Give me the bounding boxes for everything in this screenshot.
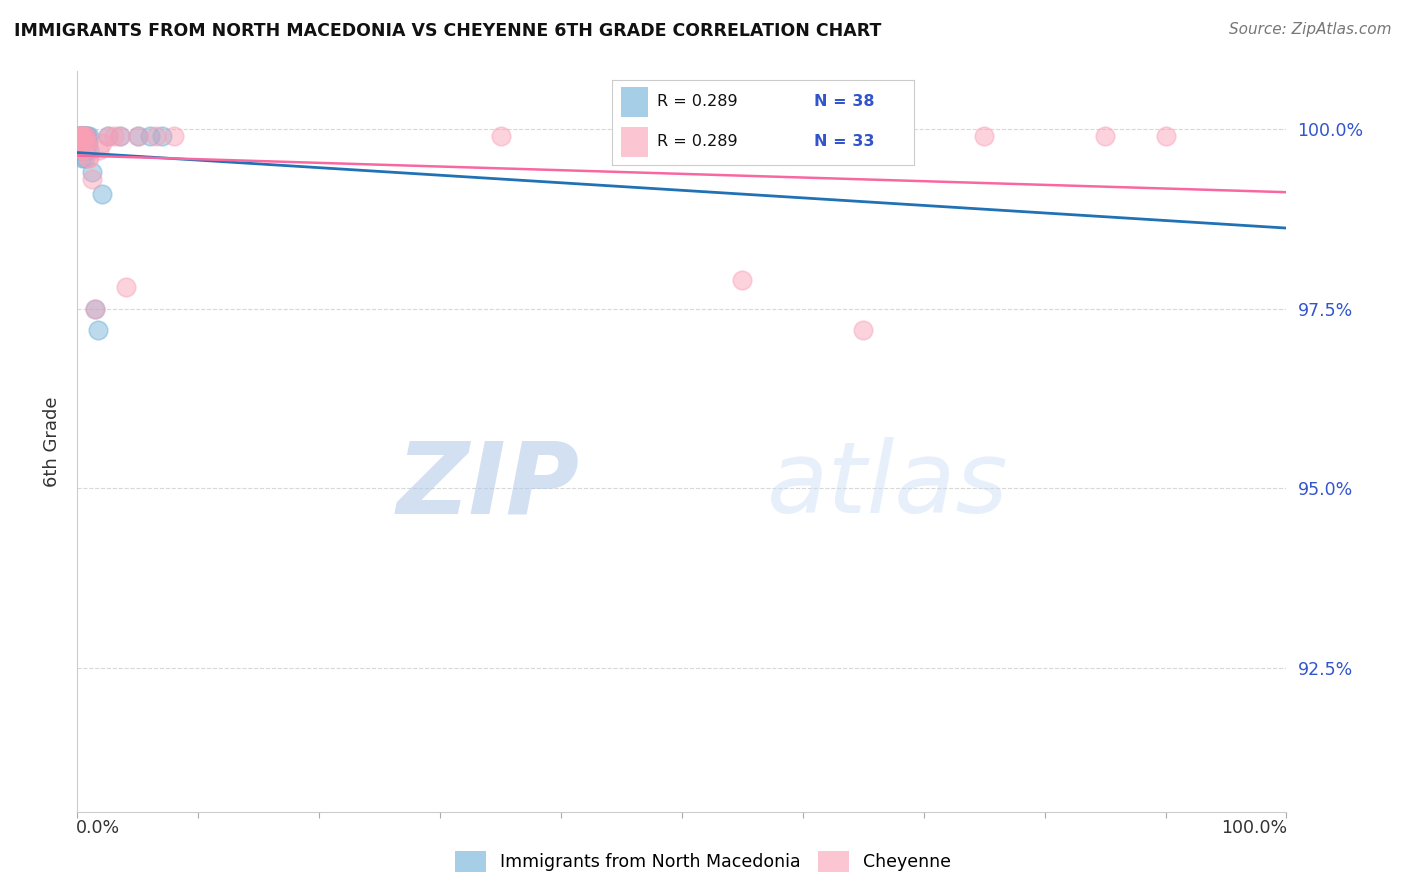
Text: 0.0%: 0.0%: [76, 819, 121, 837]
Point: [69, 136, 91, 151]
Point: [76, 129, 98, 144]
Bar: [620, 127, 648, 157]
Point: [70, 129, 93, 144]
Point: [75, 129, 97, 144]
Point: [75, 136, 97, 151]
Point: [96, 129, 118, 144]
Point: [79, 144, 101, 158]
Point: [73, 151, 96, 165]
Point: [114, 280, 136, 294]
Point: [79, 151, 101, 165]
Point: [87, 323, 110, 337]
Point: [77, 151, 100, 165]
Point: [108, 129, 131, 144]
Point: [72, 144, 94, 158]
Point: [150, 129, 173, 144]
Point: [72, 136, 94, 151]
Point: [90, 186, 112, 201]
Point: [67, 136, 90, 151]
Text: atlas: atlas: [766, 437, 1008, 534]
Point: [69, 136, 91, 151]
Point: [103, 129, 125, 144]
Text: R = 0.289: R = 0.289: [657, 134, 738, 149]
Point: [139, 129, 162, 144]
Point: [69, 129, 91, 144]
Point: [70, 129, 93, 144]
Text: 100.0%: 100.0%: [1222, 819, 1288, 837]
Text: N = 33: N = 33: [814, 134, 875, 149]
Point: [70, 129, 93, 144]
Point: [84, 301, 107, 316]
Point: [90, 136, 112, 151]
Point: [108, 129, 131, 144]
Point: [1154, 129, 1177, 144]
Point: [70, 129, 93, 144]
Point: [70, 144, 93, 158]
Point: [72, 129, 94, 144]
Point: [70, 136, 93, 151]
Point: [70, 136, 93, 151]
Point: [73, 129, 96, 144]
Point: [73, 136, 96, 151]
Point: [127, 129, 149, 144]
Bar: [620, 87, 648, 117]
Point: [80, 172, 103, 186]
Point: [671, 129, 693, 144]
Point: [76, 136, 98, 151]
Point: [1094, 129, 1116, 144]
Point: [163, 129, 186, 144]
Text: R = 0.289: R = 0.289: [657, 95, 738, 110]
Point: [127, 129, 149, 144]
Text: Source: ZipAtlas.com: Source: ZipAtlas.com: [1229, 22, 1392, 37]
Point: [70, 129, 93, 144]
Point: [73, 136, 96, 151]
Point: [96, 129, 118, 144]
Point: [80, 165, 103, 179]
Point: [84, 301, 107, 316]
Point: [731, 273, 754, 287]
Point: [145, 129, 167, 144]
Point: [67, 129, 90, 144]
Point: [75, 144, 97, 158]
Text: IMMIGRANTS FROM NORTH MACEDONIA VS CHEYENNE 6TH GRADE CORRELATION CHART: IMMIGRANTS FROM NORTH MACEDONIA VS CHEYE…: [14, 22, 882, 40]
Point: [69, 144, 91, 158]
Y-axis label: 6th Grade: 6th Grade: [44, 396, 62, 487]
Text: N = 38: N = 38: [814, 95, 875, 110]
Point: [70, 129, 93, 144]
Point: [77, 136, 100, 151]
Point: [70, 144, 93, 158]
Point: [973, 129, 995, 144]
Point: [72, 144, 94, 158]
Point: [70, 151, 93, 165]
Legend: Immigrants from North Macedonia, Cheyenne: Immigrants from North Macedonia, Cheyenn…: [449, 844, 957, 879]
Point: [69, 129, 91, 144]
Point: [79, 129, 101, 144]
Point: [87, 144, 110, 158]
Point: [70, 136, 93, 151]
Point: [70, 144, 93, 158]
Point: [489, 129, 512, 144]
Point: [67, 129, 90, 144]
Point: [73, 129, 96, 144]
Point: [852, 323, 875, 337]
Point: [73, 144, 96, 158]
Point: [72, 129, 94, 144]
Point: [75, 129, 97, 144]
Point: [72, 129, 94, 144]
Text: ZIP: ZIP: [396, 437, 579, 534]
